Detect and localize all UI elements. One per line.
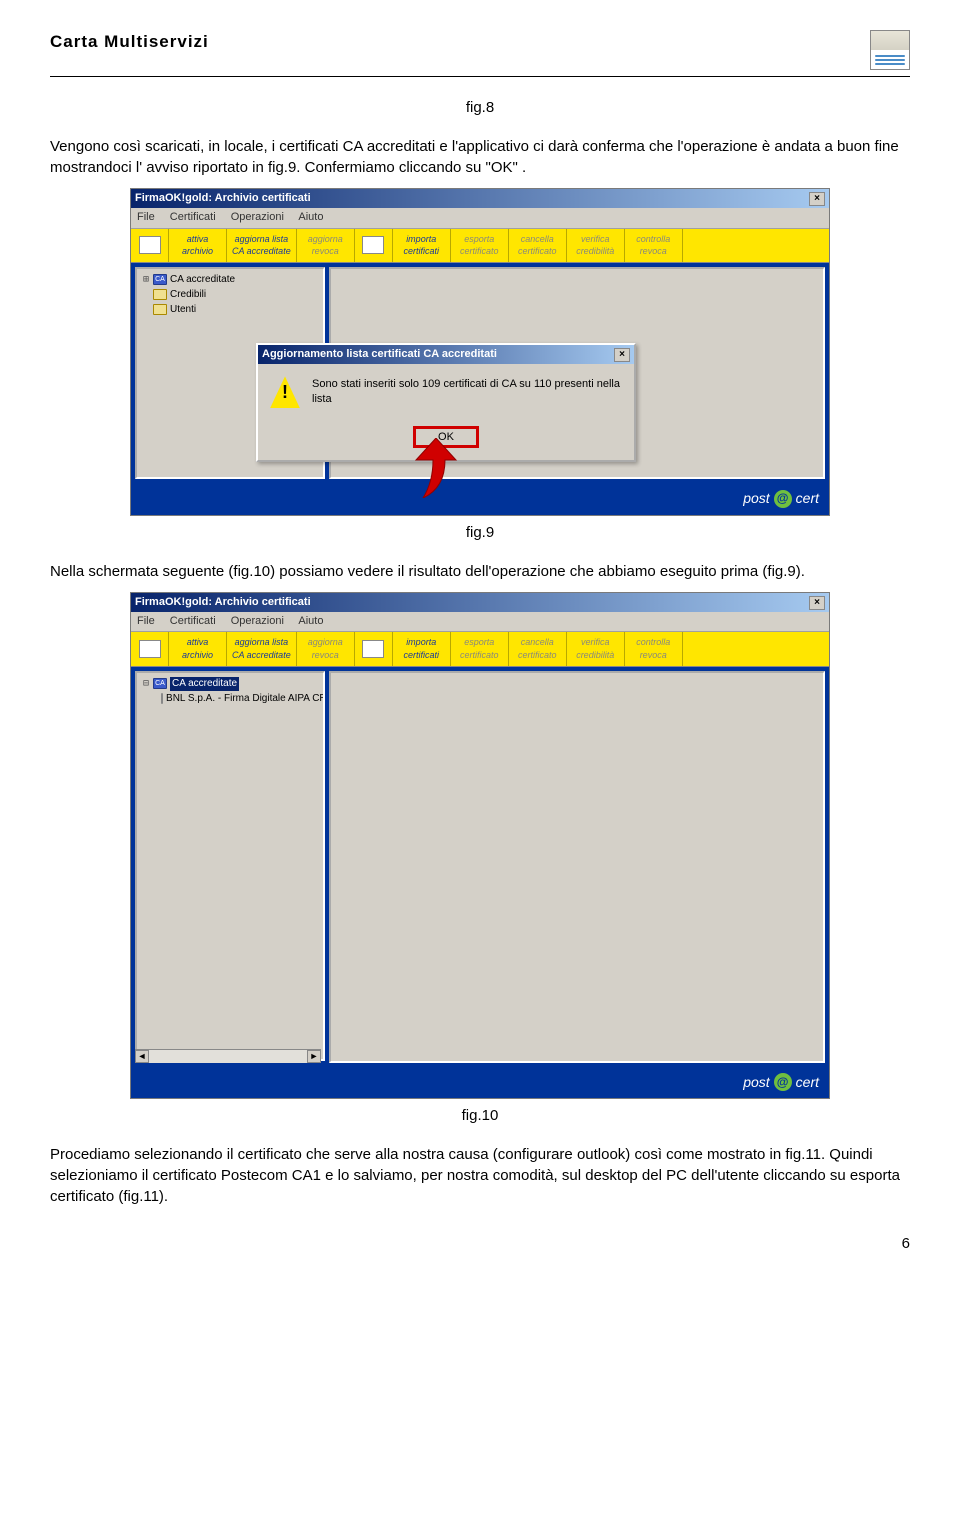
tree-root-label: CA accreditate (170, 677, 239, 691)
tb-aggiorna-revoca: aggiornarevoca (297, 229, 355, 262)
toolbar-import-icon[interactable] (355, 229, 393, 262)
tree-item-credibili[interactable]: Credibili (141, 288, 319, 303)
red-arrow-icon (411, 438, 461, 498)
tree-item-ca[interactable]: ⊞ CA CA accreditate (141, 273, 319, 288)
ca-icon: CA (153, 274, 167, 285)
tb-attiva-archivio[interactable]: attivaarchivio (169, 229, 227, 262)
tb-controlla-2: controllarevoca (625, 632, 683, 665)
tb-attiva-archivio-2[interactable]: attivaarchivio (169, 632, 227, 665)
toolbar-import-icon-2[interactable] (355, 632, 393, 665)
menu-aiuto[interactable]: Aiuto (298, 211, 323, 223)
tb-aggiorna-lista-2[interactable]: aggiorna listaCA accreditate (227, 632, 297, 665)
intro-paragraph: Vengono così scaricati, in locale, i cer… (50, 136, 910, 178)
doc-title: Carta Multiservizi (50, 30, 209, 54)
menu-file[interactable]: File (137, 211, 155, 223)
toolbar-open-icon[interactable] (131, 229, 169, 262)
ca-icon: CA (153, 678, 167, 689)
content-area: ⊞ CA CA accreditate Credibili Utenti Agg… (131, 263, 829, 483)
tb-cancella-2: cancellacertificato (509, 632, 567, 665)
mid-paragraph: Nella schermata seguente (fig.10) possia… (50, 561, 910, 582)
menu-operazioni-2[interactable]: Operazioni (231, 615, 284, 627)
tb-verifica: verificacredibilità (567, 229, 625, 262)
menu-bar-2: File Certificati Operazioni Aiuto (131, 612, 829, 632)
close-icon-2[interactable]: × (809, 596, 825, 610)
footer-bar-2: post @ cert (131, 1067, 829, 1099)
tb-importa-2[interactable]: importacertificati (393, 632, 451, 665)
document-header: Carta Multiservizi (50, 30, 910, 77)
tb-aggiorna-revoca-2: aggiornarevoca (297, 632, 355, 665)
cert-icon (161, 693, 163, 704)
tree-root-ca[interactable]: ⊟ CA CA accreditate (141, 677, 319, 692)
fig9-caption: fig.9 (50, 522, 910, 543)
tb-aggiorna-lista[interactable]: aggiorna listaCA accreditate (227, 229, 297, 262)
tb-controlla: controllarevoca (625, 229, 683, 262)
menu-certificati-2[interactable]: Certificati (170, 615, 216, 627)
dialog-message: Sono stati inseriti solo 109 certificati… (312, 377, 622, 408)
page-number: 6 (50, 1233, 910, 1254)
menu-file-2[interactable]: File (137, 615, 155, 627)
tb-esporta-2: esportacertificato (451, 632, 509, 665)
scroll-right-icon[interactable]: ► (307, 1050, 321, 1061)
menu-operazioni[interactable]: Operazioni (231, 211, 284, 223)
warning-icon: ! (270, 376, 300, 408)
dialog-titlebar: Aggiornamento lista certificati CA accre… (258, 345, 634, 364)
crest-icon (870, 30, 910, 70)
menu-certificati[interactable]: Certificati (170, 211, 216, 223)
fig10-caption: fig.10 (50, 1105, 910, 1126)
footer-bar: post @ cert (131, 483, 829, 515)
dialog-body: ! Sono stati inseriti solo 109 certifica… (258, 364, 634, 420)
at-icon: @ (774, 490, 792, 508)
scrollbar-horizontal[interactable]: ◄ ► (135, 1049, 321, 1061)
close-icon[interactable]: × (809, 192, 825, 206)
dialog-title: Aggiornamento lista certificati CA accre… (262, 347, 497, 362)
scroll-left-icon[interactable]: ◄ (135, 1050, 149, 1061)
brand-suffix: cert (796, 489, 819, 509)
main-pane-2 (329, 671, 825, 1063)
tb-importa[interactable]: importacertificati (393, 229, 451, 262)
toolbar: attivaarchivio aggiorna listaCA accredit… (131, 229, 829, 263)
brand-prefix: post (743, 489, 769, 509)
folder-icon (153, 304, 167, 315)
toolbar-2: attivaarchivio aggiorna listaCA accredit… (131, 632, 829, 666)
toolbar-open-icon-2[interactable] (131, 632, 169, 665)
app-window-fig9: FirmaOK!gold: Archivio certificati × Fil… (130, 188, 830, 516)
tree-sidebar-2: ⊟ CA CA accreditate BNL S.p.A. - Firma D… (135, 671, 325, 1061)
window-title-2: FirmaOK!gold: Archivio certificati (135, 595, 311, 610)
tb-esporta: esportacertificato (451, 229, 509, 262)
folder-icon (153, 289, 167, 300)
title-bar-2: FirmaOK!gold: Archivio certificati × (131, 593, 829, 612)
app-window-fig10: FirmaOK!gold: Archivio certificati × Fil… (130, 592, 830, 1100)
content-area-2: ⊟ CA CA accreditate BNL S.p.A. - Firma D… (131, 667, 829, 1067)
tb-cancella: cancellacertificato (509, 229, 567, 262)
tree-item-utenti[interactable]: Utenti (141, 303, 319, 318)
tree-cert-item[interactable]: BNL S.p.A. - Firma Digitale AIPA CR (141, 692, 319, 707)
title-bar: FirmaOK!gold: Archivio certificati × (131, 189, 829, 208)
at-icon-2: @ (774, 1073, 792, 1091)
outro-paragraph: Procediamo selezionando il certificato c… (50, 1144, 910, 1207)
menu-bar: File Certificati Operazioni Aiuto (131, 208, 829, 228)
dialog-close-icon[interactable]: × (614, 348, 630, 362)
fig8-caption: fig.8 (50, 97, 910, 118)
window-title: FirmaOK!gold: Archivio certificati (135, 191, 311, 206)
menu-aiuto-2[interactable]: Aiuto (298, 615, 323, 627)
tb-verifica-2: verificacredibilità (567, 632, 625, 665)
